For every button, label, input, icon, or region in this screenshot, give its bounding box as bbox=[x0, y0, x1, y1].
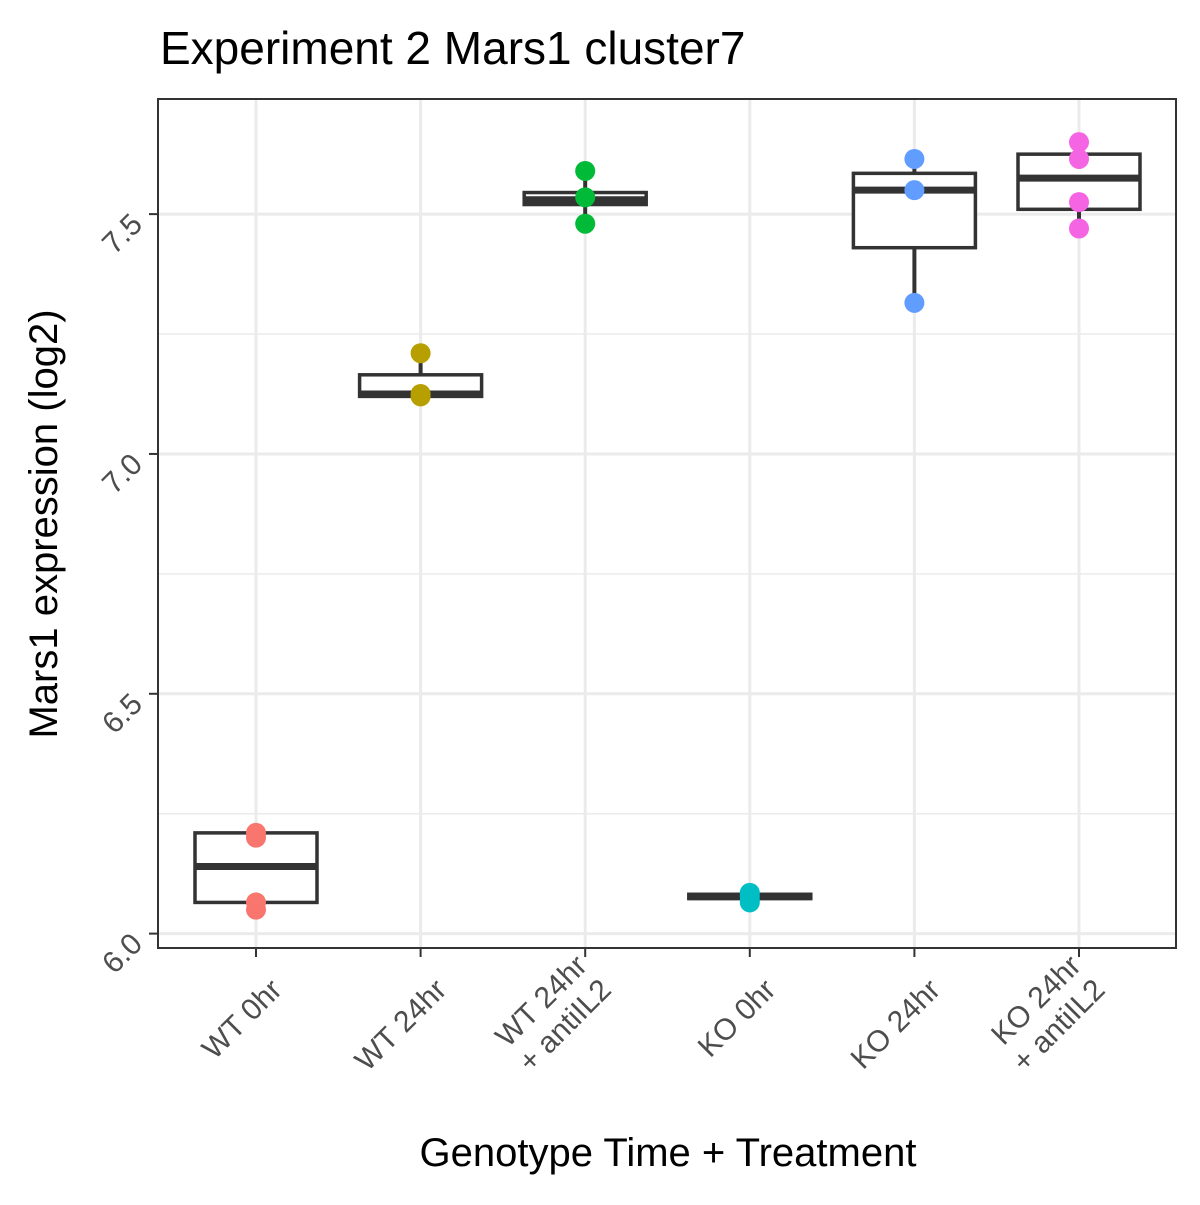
grid-lines bbox=[158, 99, 1176, 948]
data-points bbox=[246, 132, 1089, 920]
chart-title: Experiment 2 Mars1 cluster7 bbox=[160, 22, 745, 74]
data-point bbox=[1069, 132, 1089, 153]
data-point bbox=[904, 292, 925, 313]
data-point bbox=[1069, 148, 1089, 169]
data-point bbox=[575, 187, 596, 208]
data-point bbox=[1069, 192, 1089, 213]
y-axis-title: Mars1 expression (log2) bbox=[22, 309, 66, 738]
data-point bbox=[246, 899, 266, 920]
data-point bbox=[904, 180, 925, 201]
data-point bbox=[410, 343, 431, 364]
data-point bbox=[246, 827, 266, 848]
plot-panel-border bbox=[157, 98, 1177, 949]
data-point bbox=[739, 892, 760, 913]
data-point bbox=[1069, 218, 1089, 239]
data-point bbox=[575, 160, 596, 181]
data-point bbox=[904, 148, 925, 169]
x-axis-title: Genotype Time + Treatment bbox=[420, 1131, 917, 1175]
data-point bbox=[410, 386, 431, 407]
data-point bbox=[575, 213, 596, 234]
